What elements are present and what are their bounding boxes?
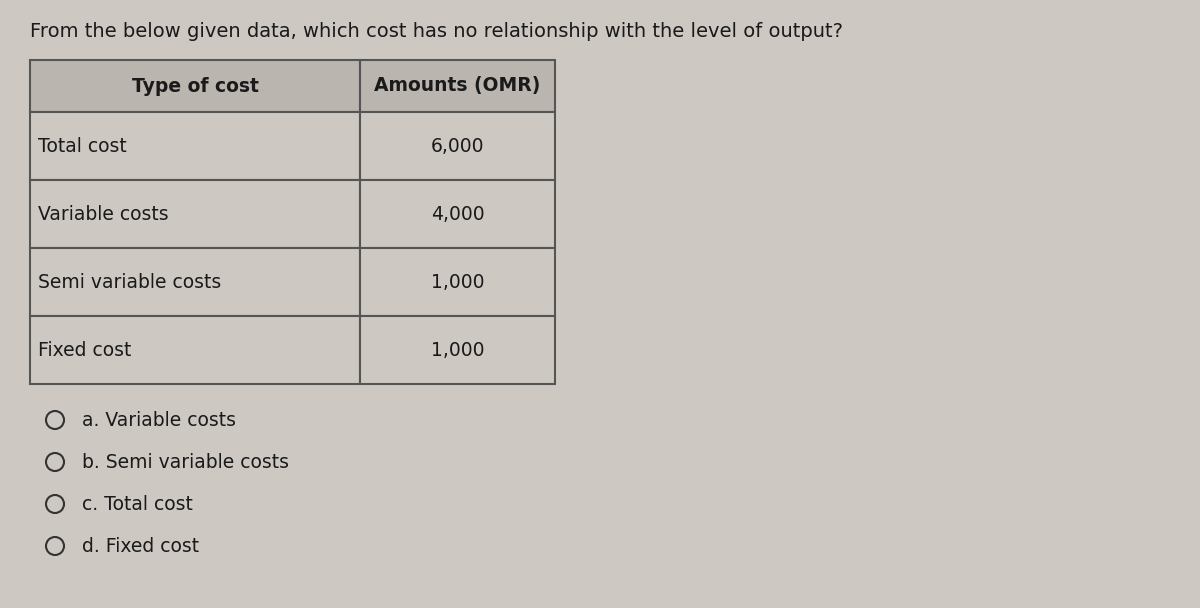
Bar — [30, 316, 360, 384]
Text: b. Semi variable costs: b. Semi variable costs — [82, 452, 289, 471]
Bar — [360, 316, 554, 384]
Bar — [360, 112, 554, 180]
Text: Fixed cost: Fixed cost — [38, 340, 131, 359]
Text: 1,000: 1,000 — [431, 272, 485, 291]
Bar — [360, 248, 554, 316]
Bar — [360, 180, 554, 248]
Text: c. Total cost: c. Total cost — [82, 494, 193, 514]
Text: 4,000: 4,000 — [431, 204, 485, 224]
Text: d. Fixed cost: d. Fixed cost — [82, 536, 199, 556]
Text: Variable costs: Variable costs — [38, 204, 169, 224]
Text: 1,000: 1,000 — [431, 340, 485, 359]
Text: a. Variable costs: a. Variable costs — [82, 410, 236, 429]
Bar — [360, 60, 554, 112]
Text: From the below given data, which cost has no relationship with the level of outp: From the below given data, which cost ha… — [30, 22, 842, 41]
Text: Amounts (OMR): Amounts (OMR) — [374, 77, 541, 95]
Text: Type of cost: Type of cost — [132, 77, 258, 95]
Text: Semi variable costs: Semi variable costs — [38, 272, 221, 291]
Bar — [30, 112, 360, 180]
Text: 6,000: 6,000 — [431, 137, 485, 156]
Bar — [30, 60, 360, 112]
Text: Total cost: Total cost — [38, 137, 127, 156]
Bar — [30, 248, 360, 316]
Bar — [30, 180, 360, 248]
